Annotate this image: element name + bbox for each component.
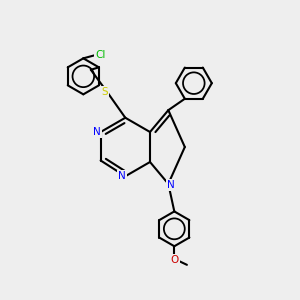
Text: N: N <box>93 127 101 137</box>
Text: N: N <box>167 180 175 190</box>
Text: Cl: Cl <box>95 50 106 60</box>
Text: O: O <box>170 255 178 265</box>
Text: S: S <box>102 87 108 97</box>
Text: N: N <box>118 171 126 181</box>
